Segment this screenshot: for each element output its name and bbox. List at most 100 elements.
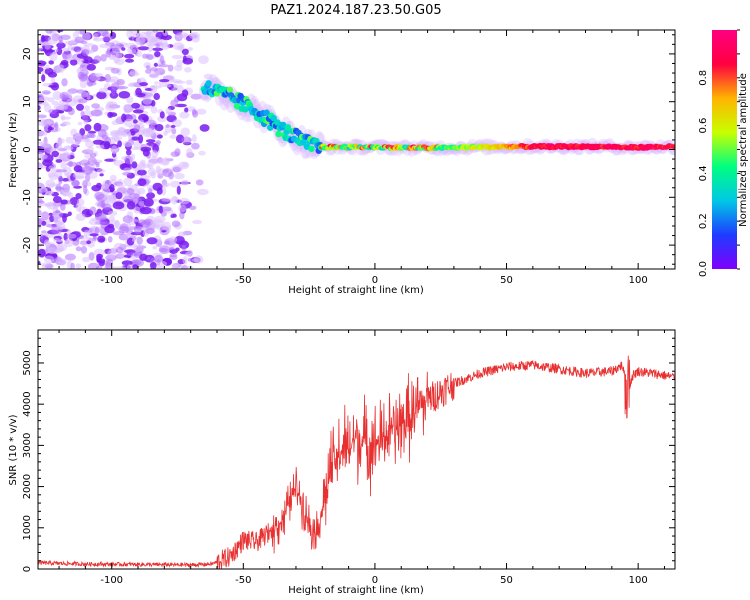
spectrogram-noise-cell	[149, 67, 158, 72]
spectrogram-noise-cell	[52, 91, 62, 101]
spectrogram-noise-cell	[123, 104, 130, 109]
spectrogram-noise-cell	[142, 97, 153, 105]
spectrogram-noise-cell	[48, 60, 54, 65]
spectrogram-noise-cell	[107, 236, 113, 243]
spectrogram-noise-cell	[126, 252, 138, 257]
spectrogram-noise-cell	[130, 131, 136, 136]
spectrogram-noise-cell	[55, 186, 63, 190]
x-tick-label: 0	[372, 275, 378, 286]
spectrogram-noise-cell	[117, 127, 128, 136]
y-tick-label: 4000	[22, 391, 33, 416]
spectrogram-noise-cell	[114, 58, 125, 65]
spectrogram-noise-cell	[133, 124, 141, 132]
figure-title: PAZ1.2024.187.23.50.G05	[270, 3, 441, 18]
y-tick-label: 20	[22, 48, 33, 61]
spectrogram-noise-cell	[84, 124, 92, 132]
spectrogram-noise-cell	[63, 91, 73, 96]
spectrogram-noise-cell	[180, 179, 189, 186]
spectrogram-noise-cell	[174, 80, 186, 84]
spectrogram-noise-cell	[42, 159, 53, 167]
spectrogram-signal-cell	[263, 109, 270, 116]
snr-series-line	[38, 355, 675, 569]
spectrogram-noise-cell	[54, 121, 59, 131]
spectrogram-noise-cell	[93, 248, 106, 257]
spectrogram-noise-cell	[87, 157, 97, 166]
spectrogram-noise-cell	[114, 219, 120, 228]
y-tick-label: 10	[22, 95, 33, 108]
spectrogram-noise-cell	[40, 262, 50, 267]
spectrogram-noise-cell	[178, 204, 187, 213]
spectrogram-noise-cell	[62, 47, 70, 52]
y-tick-label: -10	[22, 189, 33, 205]
spectrogram-noise-cell	[91, 44, 99, 52]
spectrogram-noise-cell	[94, 213, 107, 221]
spectrogram-signal-cell	[670, 144, 675, 149]
spectrogram-noise-cell	[82, 115, 89, 121]
spectrogram-noise-cell	[157, 64, 170, 68]
spectrogram-noise-cell	[38, 114, 47, 119]
spectrogram-noise-cell	[171, 220, 181, 228]
y-tick-label: 5000	[22, 350, 33, 375]
spectrogram-noise-cell	[75, 202, 82, 212]
spectrogram-noise-cell	[61, 101, 69, 110]
spectrogram-noise-cell	[144, 31, 153, 35]
spectrogram-noise-cell	[84, 105, 90, 111]
spectrogram-noise-cell	[133, 119, 138, 124]
spectrogram-noise-cell	[82, 180, 88, 188]
spectrogram-noise-cell	[50, 77, 56, 84]
spectrogram-noise-cell	[179, 111, 190, 119]
spectrogram-noise-cell	[154, 255, 164, 263]
spectrogram-noise-cell	[133, 206, 141, 214]
spectrogram-noise-cell	[56, 30, 64, 33]
spectrogram-noise-cell	[147, 160, 154, 170]
spectrogram-noise-cell	[145, 65, 151, 70]
spectrogram-noise-cell	[162, 168, 173, 178]
spectrogram-noise-cell	[170, 151, 180, 158]
spectrogram-noise-cell	[123, 177, 133, 187]
spectrogram-noise-cell	[64, 172, 71, 178]
x-tick-label: 0	[372, 575, 378, 586]
spectrogram-noise-cell	[60, 202, 66, 211]
spectrogram-noise-cell	[64, 238, 74, 248]
x-tick-label: 100	[629, 575, 648, 586]
spectrogram-noise-cell	[139, 82, 148, 87]
spectrogram-noise-cell	[191, 109, 197, 116]
spectrogram-noise-cell	[94, 226, 100, 234]
spectrogram-noise-cell	[46, 224, 57, 228]
spectrogram-noise-cell	[77, 98, 88, 104]
spectrogram-noise-cell	[89, 233, 99, 237]
spectrogram-noise-cell	[178, 161, 190, 170]
y-tick-label: 2000	[22, 474, 33, 499]
spectrogram-noise-cell	[145, 139, 156, 143]
spectrogram-noise-cell	[125, 58, 134, 63]
spectrogram-noise-cell	[162, 30, 169, 37]
spectrogram-noise-cell	[47, 35, 58, 45]
spectrogram-noise-cell	[69, 59, 78, 66]
spectrogram-noise-cell	[91, 103, 100, 109]
spectrogram-noise-cell	[53, 204, 59, 210]
spectrogram-noise-cell	[163, 130, 168, 136]
spectrogram-noise-cell	[87, 146, 94, 154]
spectrogram-noise-cell	[82, 165, 93, 175]
spectrogram-noise-cell	[44, 202, 55, 207]
spectrogram-noise-cell	[99, 43, 111, 49]
spectrogram-noise-cell	[104, 225, 115, 234]
spectrogram-noise-cell	[118, 91, 131, 99]
spectrogram-noise-cell	[132, 109, 144, 114]
spectrogram-noise-cell	[172, 213, 177, 218]
spectrogram-noise-cell	[97, 30, 109, 37]
spectrogram-noise-cell	[181, 136, 192, 145]
spectrogram-noise-cell	[116, 42, 128, 46]
spectrogram-noise-cell	[197, 188, 209, 196]
spectrogram-noise-cell	[48, 109, 57, 115]
spectrogram-noise-cell	[176, 59, 183, 68]
spectrogram-noise-cell	[114, 266, 127, 269]
spectrogram-noise-cell	[174, 172, 185, 180]
spectrogram-noise-cell	[116, 78, 125, 86]
spectrogram-noise-cell	[130, 153, 136, 161]
spectrogram-noise-cell	[126, 201, 136, 210]
spectrogram-noise-cell	[108, 78, 115, 83]
